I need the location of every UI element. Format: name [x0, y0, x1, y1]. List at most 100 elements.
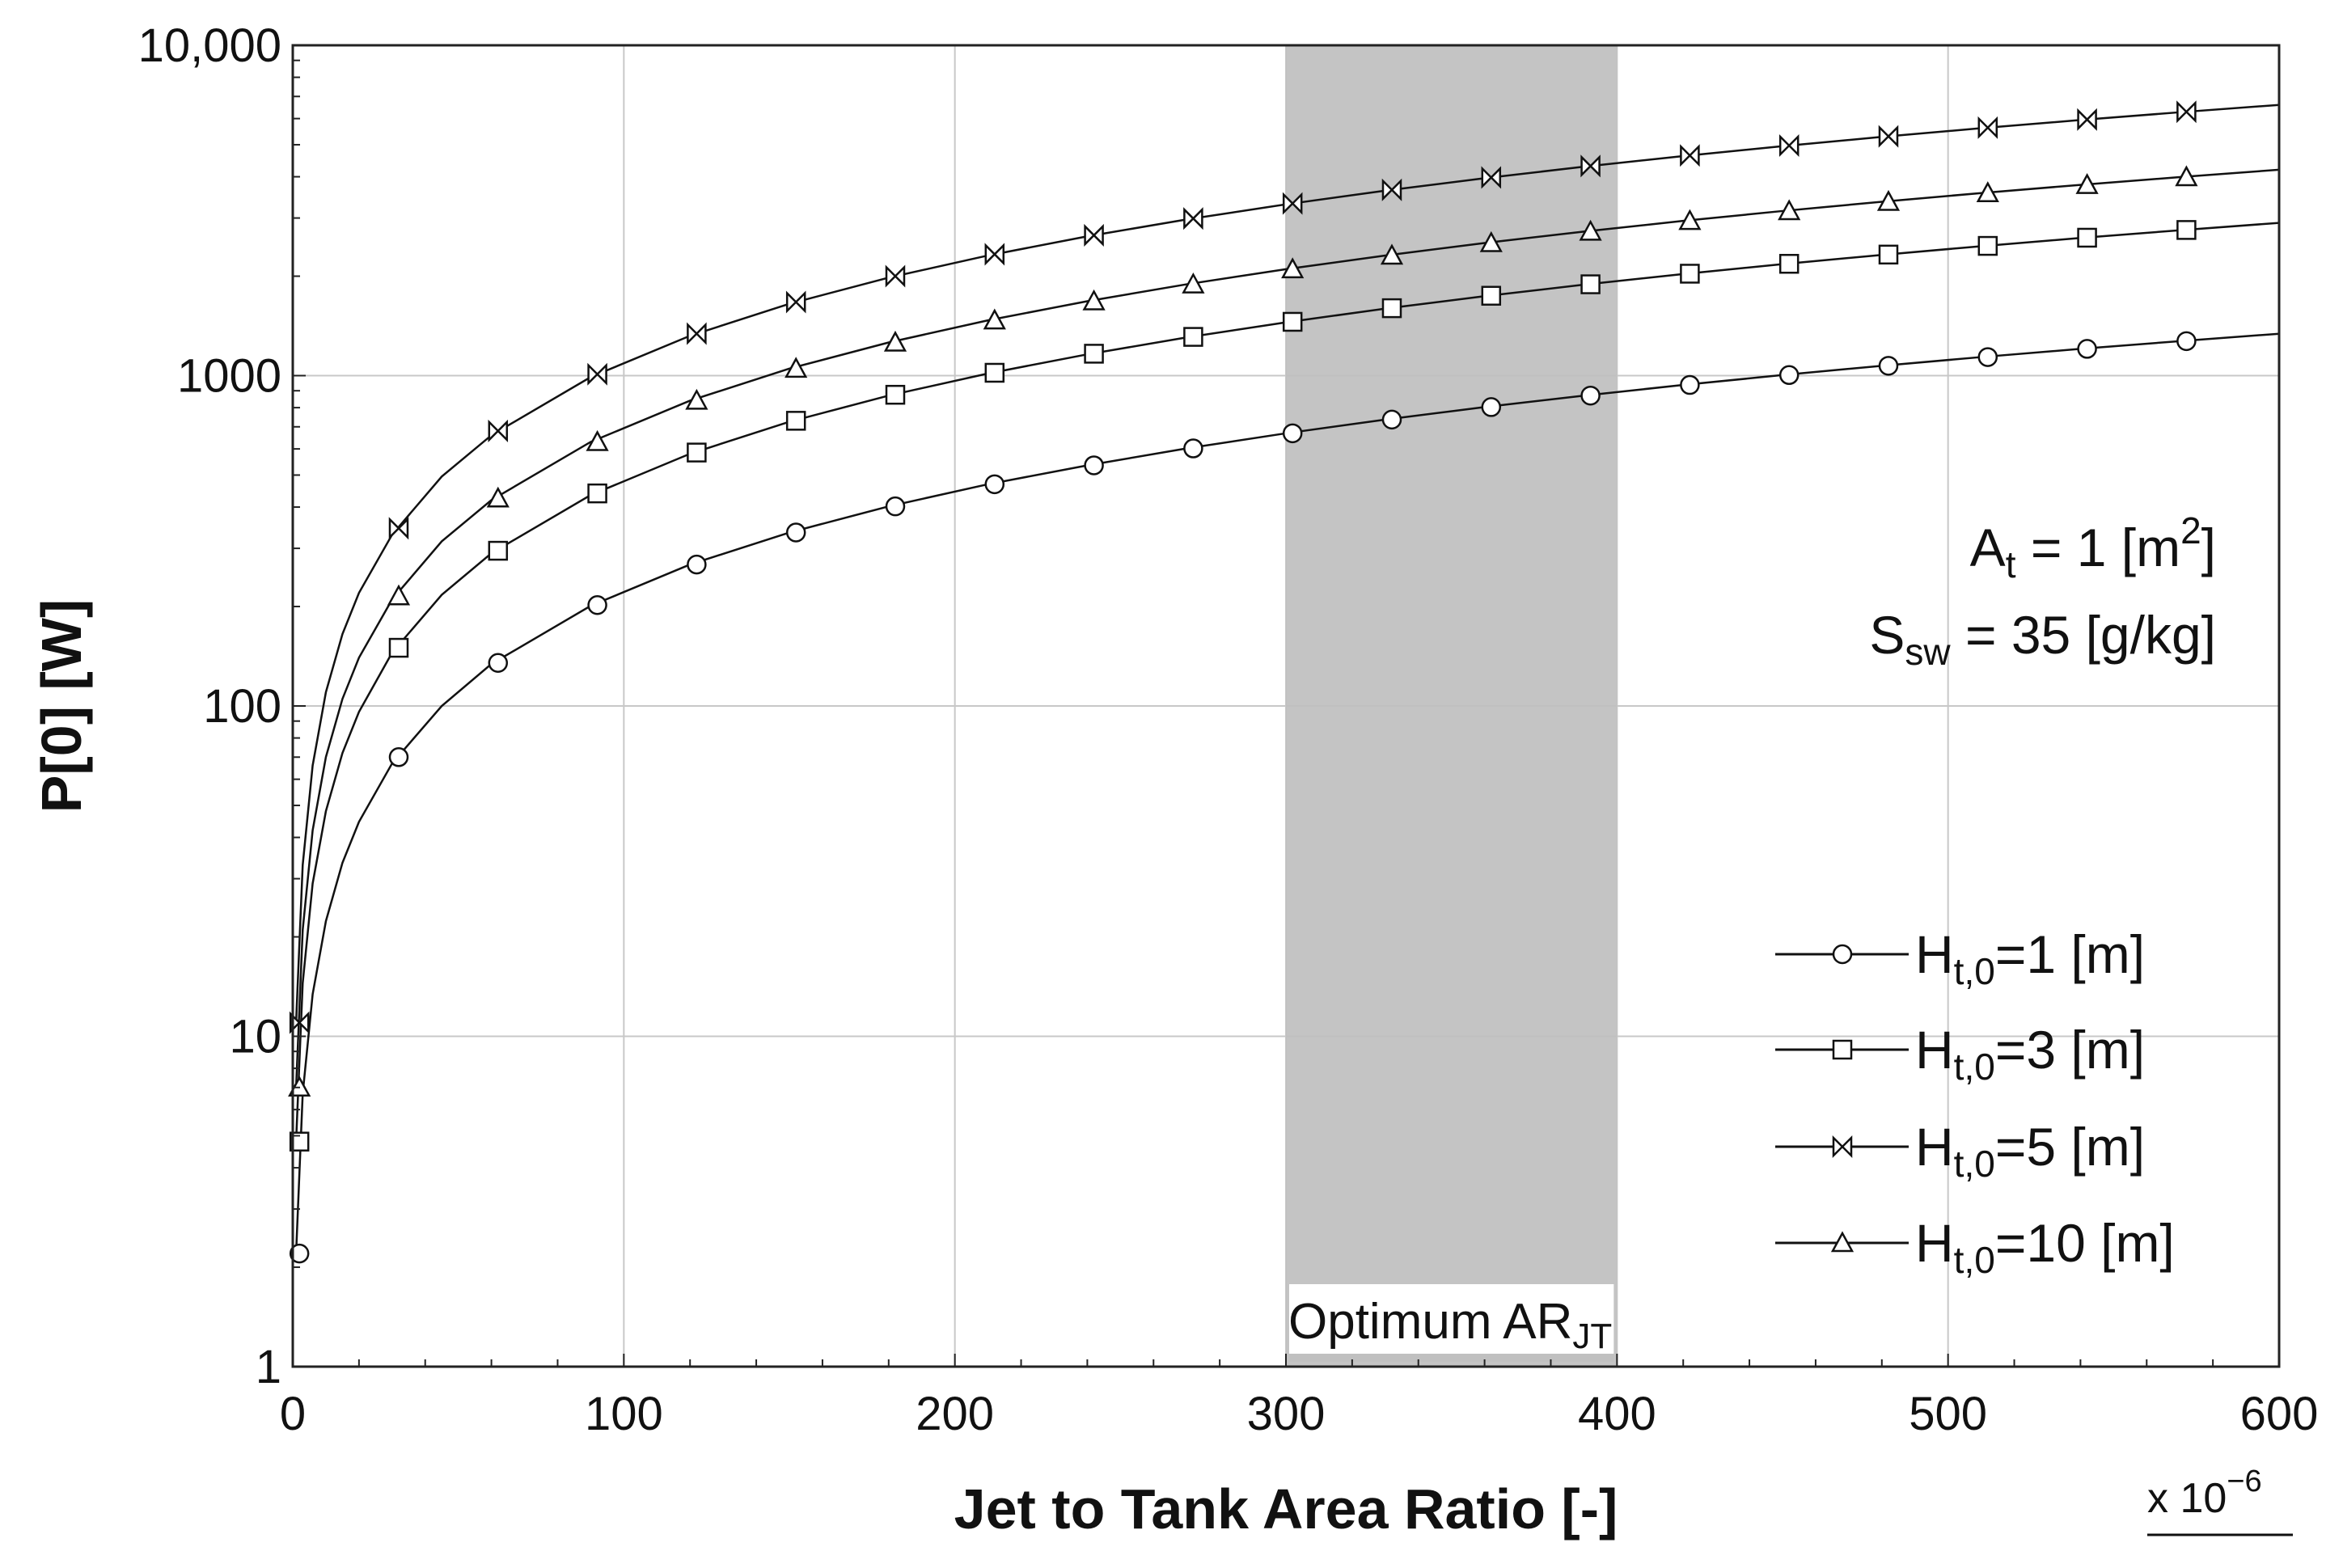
data-point-square: [587, 483, 607, 504]
legend-marker-shape: [1832, 1135, 1853, 1159]
data-point-bowtie: [984, 243, 1005, 266]
y-tick-label-3: 1000: [177, 350, 281, 403]
data-point-circle: [687, 554, 707, 575]
y-tick-label-2: 100: [203, 680, 281, 733]
data-point-circle: [2077, 339, 2097, 359]
series-circle: [289, 331, 2280, 1264]
data-point-triangle: [1579, 219, 1602, 241]
optimum-band: [1286, 45, 1618, 1367]
data-point-bowtie: [1580, 154, 1601, 178]
data-point-bowtie: [2176, 100, 2197, 124]
legend-marker-triangle: [1830, 1231, 1855, 1253]
data-point-bowtie: [1381, 178, 1402, 201]
data-point-square: [488, 540, 509, 561]
x-tick-label-3: 300: [1247, 1388, 1326, 1440]
data-point-square: [885, 384, 906, 405]
data-point-square: [1282, 311, 1303, 332]
legend-label-1: Ht,0=1 [m]: [1915, 924, 2145, 992]
legend-marker-circle: [1832, 944, 1853, 965]
series-square: [289, 220, 2280, 1152]
data-point-circle: [1878, 356, 1899, 376]
data-point-bowtie: [1084, 223, 1104, 247]
data-point-triangle: [983, 308, 1006, 330]
optimum-band-label-box: [1289, 1284, 1614, 1354]
data-point-triangle: [1380, 243, 1404, 265]
data-point-circle: [1977, 347, 1998, 367]
data-point-circle: [2176, 331, 2197, 352]
data-point-triangle: [883, 330, 907, 352]
legend-item-1: Ht,0=1 [m]: [1775, 924, 2145, 992]
data-point-square: [388, 637, 409, 658]
optimum-band-fill: [1286, 45, 1618, 1367]
x-tick-label-2: 200: [916, 1388, 994, 1440]
data-point-square: [1183, 327, 1203, 347]
legend-marker-square: [1832, 1039, 1853, 1060]
data-point-bowtie: [785, 290, 806, 314]
data-point-triangle: [1876, 189, 1901, 211]
data-point-circle: [1580, 385, 1601, 406]
y-axis-title: P[0] [W]: [30, 599, 93, 813]
data-point-triangle: [1082, 289, 1106, 311]
data-point-circle: [488, 653, 509, 674]
legend: Ht,0=1 [m] Ht,0=3 [m] Ht,0=5 [m] Ht,0=10…: [1775, 924, 2175, 1281]
data-point-square: [2077, 227, 2097, 248]
optimum-band-underline: [1289, 1354, 1614, 1362]
data-point-triangle: [1182, 272, 1205, 294]
y-tick-label-0: 1: [256, 1341, 281, 1393]
data-point-square: [1680, 264, 1700, 284]
annotation-salinity: Ssw = 35 [g/kg]: [1869, 605, 2216, 673]
legend-label-4: Ht,0=10 [m]: [1915, 1213, 2175, 1281]
data-point-square: [1481, 285, 1502, 306]
x-tick-label-1: 100: [585, 1388, 663, 1440]
data-point-bowtie: [388, 517, 409, 540]
data-point-square: [2176, 220, 2197, 240]
data-point-square: [1778, 253, 1800, 274]
data-point-triangle: [1479, 230, 1503, 252]
data-point-square: [1977, 235, 1998, 256]
data-point-triangle: [2175, 165, 2198, 187]
legend-marker-bowtie: [1832, 1135, 1853, 1159]
data-point-triangle: [1281, 257, 1305, 279]
data-point-bowtie: [2077, 108, 2097, 131]
data-point-triangle: [2075, 172, 2099, 194]
x-tick-label-0: 0: [280, 1388, 306, 1440]
data-point-circle: [785, 522, 806, 543]
data-point-bowtie: [885, 264, 906, 288]
data-point-triangle: [387, 584, 411, 606]
data-point-bowtie: [1183, 207, 1203, 230]
data-point-circle: [1084, 455, 1104, 475]
series-line-triangle: [294, 168, 2280, 1088]
legend-label-2: Ht,0=3 [m]: [1915, 1020, 2145, 1088]
x-tick-label-6: 600: [2240, 1388, 2319, 1440]
data-point-bowtie: [1977, 116, 1998, 139]
data-point-triangle: [685, 388, 708, 410]
data-point-circle: [289, 1243, 310, 1264]
data-point-triangle: [785, 357, 808, 378]
data-point-bowtie: [1778, 134, 1800, 158]
data-point-triangle: [486, 486, 510, 508]
data-point-circle: [1481, 397, 1502, 417]
data-point-circle: [587, 595, 607, 615]
data-point-triangle: [1976, 181, 1999, 202]
data-point-triangle: [1778, 199, 1801, 221]
series-triangle: [288, 165, 2280, 1097]
data-point-square: [1381, 298, 1402, 319]
series-bowtie: [289, 100, 2280, 1034]
data-point-square: [1878, 244, 1899, 265]
series-group: [288, 100, 2280, 1264]
data-point-square: [1580, 274, 1601, 294]
data-point-bowtie: [1680, 144, 1700, 167]
data-point-circle: [1680, 374, 1700, 395]
data-point-bowtie: [1878, 125, 1899, 148]
data-point-circle: [1778, 365, 1800, 386]
x-tick-label-5: 500: [1909, 1388, 1987, 1440]
legend-item-2: Ht,0=3 [m]: [1775, 1020, 2145, 1088]
data-point-square: [785, 411, 806, 431]
ticks: 0 100 200 300 400 500 600 1 10 100 1000 10,000: [138, 19, 2319, 1440]
data-point-circle: [1183, 438, 1203, 459]
legend-label-3: Ht,0=5 [m]: [1915, 1117, 2145, 1185]
data-point-bowtie: [488, 419, 509, 442]
data-point-triangle: [586, 429, 609, 451]
